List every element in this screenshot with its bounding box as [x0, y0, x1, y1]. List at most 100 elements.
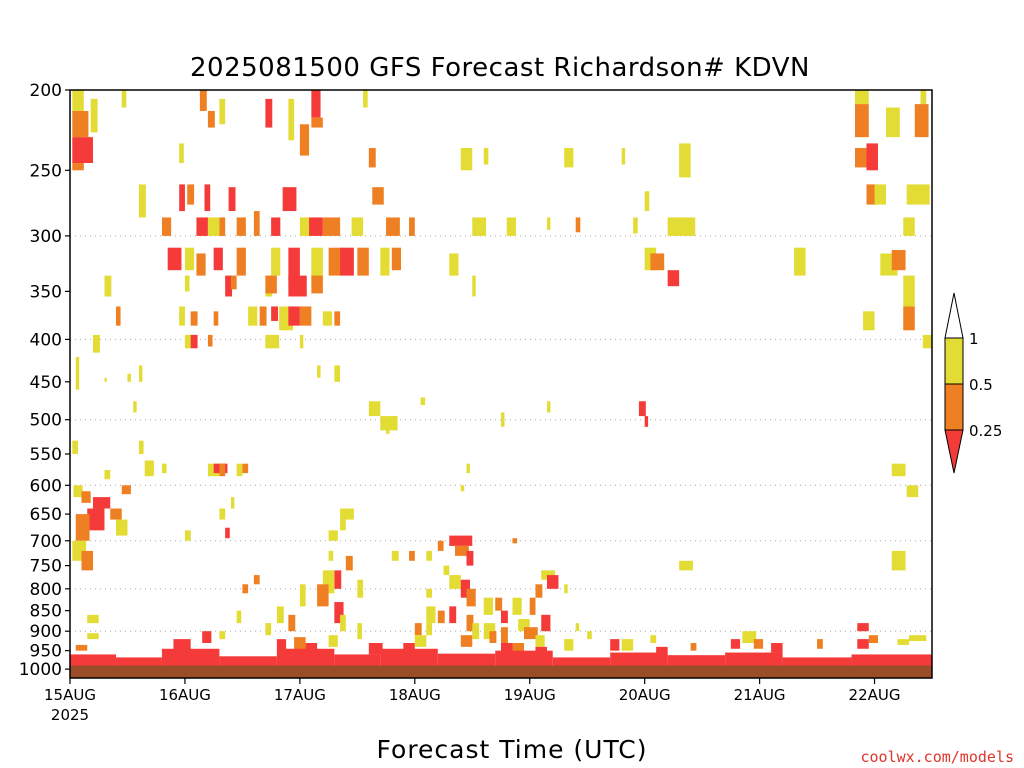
ri-cell: [288, 275, 307, 297]
ri-cell: [817, 639, 823, 649]
ri-cell: [409, 217, 415, 236]
ri-cell: [414, 623, 422, 636]
x-tick-label: 19AUG: [504, 686, 556, 704]
ri-cell: [328, 550, 334, 561]
ri-cell: [115, 519, 128, 536]
ri-cell: [288, 98, 295, 141]
near-surface-cell: [70, 654, 116, 666]
ri-cell: [667, 270, 680, 287]
near-surface-cell: [380, 648, 438, 666]
ri-cell: [920, 90, 927, 105]
ri-cell: [368, 643, 383, 655]
ri-cell: [219, 98, 226, 125]
ri-cell: [575, 217, 581, 233]
ri-cell: [650, 253, 665, 271]
ri-cell: [219, 463, 226, 477]
ri-cell: [167, 247, 182, 271]
ri-cell: [466, 550, 474, 566]
ri-cell: [311, 275, 323, 294]
ri-cell: [891, 550, 906, 571]
x-tick-label: 15AUG: [44, 686, 96, 704]
ri-cell: [242, 463, 249, 474]
ri-cell: [730, 639, 741, 649]
ri-cell: [886, 107, 900, 138]
ri-cell: [253, 211, 260, 236]
ri-cell: [854, 148, 869, 168]
ri-cell: [317, 584, 329, 607]
ri-cell: [121, 485, 131, 495]
ri-cell: [403, 643, 415, 655]
x-tick-label: 21AUG: [734, 686, 786, 704]
ri-cell: [92, 497, 111, 509]
ri-cell: [546, 217, 551, 230]
ri-cell: [541, 570, 556, 580]
ri-cell: [357, 579, 364, 598]
ri-cell: [679, 560, 693, 571]
ri-cell: [621, 148, 626, 165]
ri-cell: [426, 588, 433, 598]
ri-cell: [190, 334, 198, 349]
ri-cell: [187, 184, 195, 205]
y-tick-label: 200: [30, 81, 62, 101]
ri-cell: [322, 217, 341, 236]
ri-cell: [512, 597, 522, 615]
ri-cell: [265, 98, 273, 128]
ri-cell: [309, 217, 323, 236]
ri-cell: [104, 377, 107, 382]
ri-cell: [391, 247, 402, 271]
ri-cell: [219, 631, 226, 640]
ri-cell: [426, 550, 433, 561]
near-surface-layer: [70, 648, 932, 666]
y-tick-label: 300: [30, 227, 62, 247]
ri-cell: [501, 643, 513, 655]
ri-cell: [380, 247, 390, 276]
ri-cell: [357, 623, 362, 640]
ri-cell: [196, 217, 208, 236]
ri-cell: [87, 508, 105, 531]
ri-cell: [72, 163, 84, 171]
near-surface-cell: [437, 653, 496, 666]
ri-cell: [81, 550, 93, 571]
ri-cell: [334, 311, 341, 326]
ri-cell: [179, 143, 184, 164]
ri-cell: [874, 184, 887, 205]
y-tick-label: 450: [30, 373, 62, 393]
ri-cell: [638, 401, 646, 417]
near-surface-cell: [219, 656, 277, 666]
ri-cell: [179, 306, 185, 326]
ri-cell: [161, 463, 167, 474]
ri-cell: [512, 538, 518, 544]
ri-cell: [322, 570, 335, 594]
ri-cell: [230, 275, 237, 290]
ri-cell: [564, 639, 574, 651]
ri-cell: [340, 519, 346, 531]
ri-cell: [512, 643, 524, 655]
ri-cell: [75, 514, 90, 541]
ri-cell: [575, 623, 580, 632]
ri-cell: [328, 635, 338, 647]
x-tick-label: 17AUG: [274, 686, 326, 704]
legend-label-0.25: 0.25: [969, 422, 1002, 440]
ri-cell: [420, 397, 426, 406]
ri-cell: [104, 469, 111, 480]
ri-cell: [87, 633, 99, 640]
ri-cell: [541, 614, 551, 632]
ri-cell: [455, 545, 469, 556]
ri-cell: [857, 639, 869, 649]
near-surface-cell: [334, 654, 381, 666]
ri-cell: [265, 623, 272, 636]
ri-cell: [340, 508, 354, 520]
ri-cell: [903, 275, 915, 307]
ri-cell: [72, 110, 89, 138]
ri-cell: [236, 463, 243, 477]
ground-fill: [70, 665, 932, 678]
ri-cell: [906, 184, 930, 205]
ri-cell: [184, 530, 191, 541]
ri-cell: [449, 575, 461, 589]
ri-cell: [351, 217, 364, 236]
ri-cell: [449, 253, 459, 276]
ri-cell: [161, 217, 172, 236]
legend-swatch-yellow: [944, 337, 964, 385]
ri-cell: [72, 137, 93, 164]
ri-cell: [483, 597, 493, 615]
